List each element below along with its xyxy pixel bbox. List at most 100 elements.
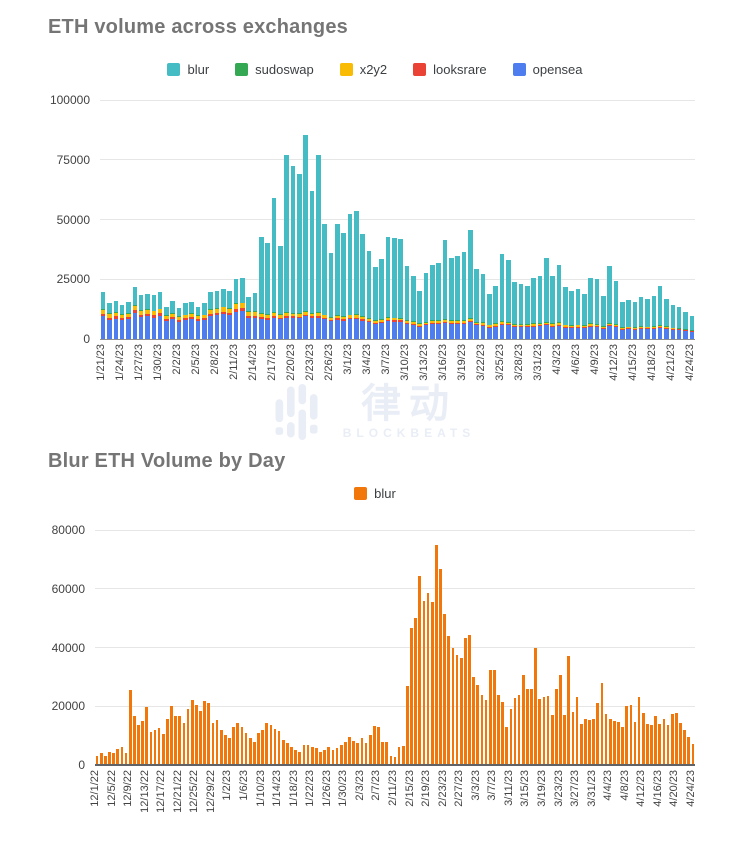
bar-blur xyxy=(132,287,138,305)
y-tick-20000: 20000 xyxy=(51,699,85,714)
bar-blur xyxy=(161,734,165,765)
bar-x2y2 xyxy=(664,326,669,329)
bar-opensea xyxy=(157,315,163,339)
bar-sudoswap xyxy=(113,311,119,313)
bar-opensea xyxy=(404,323,410,339)
bar-blur xyxy=(335,748,339,765)
bar-sudoswap xyxy=(657,324,663,326)
bar-x2y2 xyxy=(265,314,271,319)
bar-x2y2 xyxy=(113,312,119,317)
bar-blur xyxy=(422,600,426,765)
bar-blur xyxy=(174,716,178,765)
x-tick-1/6/23: 1/6/23 xyxy=(238,770,251,801)
bar-sudoswap xyxy=(366,318,372,319)
bar-looksrare xyxy=(600,327,606,329)
bar-blur xyxy=(455,655,459,765)
bar-opensea xyxy=(373,323,378,339)
bar-blur xyxy=(271,198,277,312)
bar-blur xyxy=(233,278,239,304)
bar-x2y2 xyxy=(556,322,562,325)
bar-sudoswap xyxy=(328,316,334,318)
bar-blur xyxy=(426,593,430,765)
bar-opensea xyxy=(512,326,517,339)
x-tick-3/31/23: 3/31/23 xyxy=(585,770,598,807)
bar-opensea xyxy=(126,319,131,339)
bar-blur xyxy=(322,224,327,315)
x-tick-3/27/23: 3/27/23 xyxy=(569,770,582,807)
x-tick-2/27/23: 2/27/23 xyxy=(453,770,466,807)
bar-blur xyxy=(252,741,256,765)
bar-x2y2 xyxy=(126,313,131,318)
bar-opensea xyxy=(170,319,176,339)
bar-blur xyxy=(617,722,620,765)
bar-looksrare xyxy=(151,315,157,318)
gridline-20000 xyxy=(95,705,695,707)
bar-blur xyxy=(99,753,103,765)
bar-x2y2 xyxy=(119,314,125,319)
x-tick-3/23/23: 3/23/23 xyxy=(552,770,565,807)
bar-x2y2 xyxy=(524,324,530,327)
bar-opensea xyxy=(132,312,138,339)
bar-blur xyxy=(393,757,397,765)
bar-blur xyxy=(534,647,538,765)
bar-blur xyxy=(474,269,479,322)
bar-blur xyxy=(526,689,529,765)
legend-label-opensea: opensea xyxy=(532,62,583,77)
x-tick-3/15/23: 3/15/23 xyxy=(519,770,532,807)
bar-sudoswap xyxy=(436,320,441,321)
bar-x2y2 xyxy=(505,322,511,325)
legend-label-blur: blur xyxy=(187,62,210,77)
x-tick-12/9/22: 12/9/22 xyxy=(122,770,135,807)
bar-blur xyxy=(286,743,289,765)
bar-sudoswap xyxy=(322,314,327,315)
bar-sudoswap xyxy=(290,312,296,314)
bar-x2y2 xyxy=(132,305,138,311)
bar-blur xyxy=(207,703,211,765)
bar-looksrare xyxy=(100,313,106,317)
bar-sudoswap xyxy=(613,324,619,325)
bar-blur xyxy=(290,165,296,313)
bar-blur xyxy=(309,191,315,313)
bar-blur xyxy=(646,723,649,765)
bar-blur xyxy=(137,724,140,765)
y-tick-60000: 60000 xyxy=(51,581,85,596)
bar-x2y2 xyxy=(290,313,296,317)
bar-sudoswap xyxy=(335,314,340,316)
bar-blur xyxy=(594,278,600,324)
legend-label-sudoswap: sudoswap xyxy=(255,62,314,77)
bar-opensea xyxy=(259,318,264,339)
bar-x2y2 xyxy=(284,312,290,316)
bar-sudoswap xyxy=(246,311,252,312)
bar-blur xyxy=(259,237,264,313)
bar-opensea xyxy=(442,322,448,339)
bar-blur xyxy=(341,232,346,317)
bar-looksrare xyxy=(455,322,460,324)
bar-x2y2 xyxy=(214,308,220,313)
bar-blur xyxy=(108,751,111,765)
bar-blur xyxy=(449,258,454,321)
bar-looksrare xyxy=(683,330,688,331)
bar-x2y2 xyxy=(366,318,372,321)
bar-sudoswap xyxy=(417,323,422,324)
bar-blur xyxy=(683,729,686,765)
x-tick-1/14/23: 1/14/23 xyxy=(271,770,284,807)
bar-looksrare xyxy=(430,323,435,325)
bar-opensea xyxy=(467,322,473,339)
bar-x2y2 xyxy=(328,317,334,320)
x-tick-3/3/23: 3/3/23 xyxy=(469,770,482,801)
bar-blur xyxy=(401,745,405,765)
bar-opensea xyxy=(619,329,625,339)
bar-blur xyxy=(638,296,644,327)
bar-sudoswap xyxy=(208,308,214,310)
bar-looksrare xyxy=(366,320,372,323)
bar-x2y2 xyxy=(632,327,638,329)
bar-opensea xyxy=(683,330,688,339)
bar-blur xyxy=(240,277,245,303)
bar-blur xyxy=(455,256,460,321)
bar-x2y2 xyxy=(638,326,644,329)
bar-opensea xyxy=(385,321,391,339)
bar-sudoswap xyxy=(550,323,555,324)
bar-sudoswap xyxy=(265,314,271,315)
bar-blur xyxy=(436,263,441,321)
legend-item-looksrare: looksrare xyxy=(413,62,487,77)
